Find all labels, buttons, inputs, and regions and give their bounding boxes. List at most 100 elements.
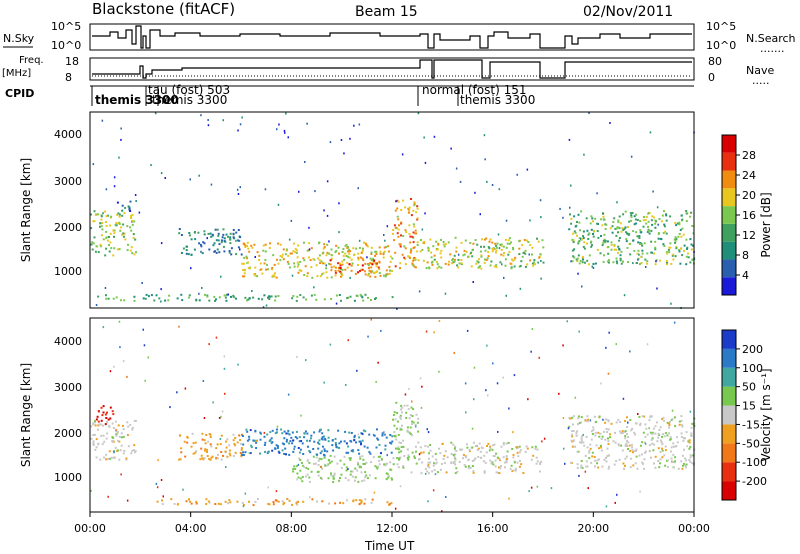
echo-cell (121, 204, 124, 207)
echo-cell (691, 462, 694, 465)
echo-cell (635, 449, 637, 452)
noise-cell (473, 398, 475, 401)
echo-cell (396, 463, 399, 466)
echo-cell (318, 254, 321, 257)
noise-cell (338, 202, 340, 205)
noise-cell (113, 365, 115, 368)
echo-cell (592, 220, 594, 223)
echo-cell (494, 465, 497, 468)
echo-cell (526, 263, 529, 266)
echo-cell (667, 459, 669, 462)
echo-cell (397, 235, 400, 238)
echo-cell (594, 465, 596, 468)
echo-cell (444, 450, 447, 453)
echo-cell (229, 454, 232, 457)
echo-cell (179, 434, 181, 437)
noise-cell (347, 339, 349, 342)
echo-cell (535, 462, 538, 465)
echo-cell (306, 249, 309, 252)
echo-cell (267, 451, 269, 454)
noise-cell (323, 381, 325, 384)
echo-cell (291, 442, 294, 445)
echo-cell (170, 498, 173, 501)
echo-cell (378, 268, 381, 271)
echo-cell (484, 461, 487, 464)
cpid-panel: CPID themis 3300 tau (fost) 503 themis 3… (5, 83, 694, 107)
echo-cell (455, 246, 458, 249)
echo-cell (322, 445, 324, 448)
echo-cell (347, 255, 350, 258)
noise-cell (425, 330, 428, 333)
echo-cell (93, 236, 96, 239)
echo-cell (628, 220, 631, 223)
echo-cell (225, 233, 228, 236)
echo-cell (306, 473, 309, 476)
echo-cell (675, 247, 678, 250)
echo-cell (123, 299, 126, 302)
echo-cell (110, 215, 113, 218)
echo-cell (192, 452, 195, 455)
echo-cell (443, 462, 446, 464)
echo-cell (361, 264, 364, 267)
echo-cell (377, 266, 380, 269)
echo-cell (474, 239, 477, 241)
echo-cell (461, 448, 464, 451)
echo-cell (116, 213, 119, 216)
echo-cell (309, 451, 312, 454)
echo-cell (597, 466, 600, 469)
echo-cell (608, 465, 611, 468)
echo-cell (207, 232, 210, 235)
echo-cell (315, 456, 318, 459)
noise-cell (433, 135, 436, 138)
echo-cell (319, 476, 322, 479)
noise-cell (508, 407, 510, 410)
echo-cell (264, 450, 266, 453)
echo-cell (344, 268, 347, 271)
power-ytick-3000: 3000 (54, 175, 82, 188)
echo-cell (577, 415, 580, 418)
echo-cell (125, 457, 128, 460)
echo-cell (520, 463, 523, 466)
echo-cell (222, 245, 225, 248)
echo-cell (462, 453, 465, 456)
echo-cell (105, 417, 108, 419)
echo-cell (534, 447, 537, 450)
echo-cell (586, 465, 589, 468)
echo-cell (634, 218, 637, 221)
echo-cell (419, 446, 422, 449)
nave-tick-bottom: 0 (708, 71, 715, 84)
echo-cell (670, 419, 673, 421)
echo-cell (296, 265, 299, 268)
echo-cell (477, 266, 480, 269)
echo-cell (195, 298, 198, 301)
echo-cell (677, 235, 680, 238)
noise-cell (202, 380, 205, 382)
echo-cell (133, 253, 136, 256)
echo-cell (277, 500, 280, 503)
noise-cell (588, 112, 590, 115)
echo-cell (339, 477, 341, 479)
echo-cell (321, 432, 324, 435)
power-colorbar (721, 134, 737, 296)
echo-cell (266, 268, 269, 271)
echo-cell (658, 462, 661, 465)
echo-cell (227, 502, 229, 505)
noise-cell (649, 131, 652, 134)
echo-cell (357, 252, 360, 255)
echo-cell (463, 464, 466, 467)
echo-cell (393, 431, 396, 433)
echo-cell (248, 435, 251, 438)
echo-cell (516, 446, 519, 449)
echo-cell (650, 240, 653, 243)
echo-cell (95, 446, 98, 449)
echo-cell (436, 248, 439, 251)
echo-cell (665, 251, 668, 254)
power-echoes (90, 112, 696, 310)
noise-cell (353, 124, 355, 127)
echo-cell (596, 459, 599, 462)
echo-cell (626, 246, 629, 249)
noise-cell (399, 485, 402, 488)
colorbar-tick: -100 (742, 456, 767, 469)
echo-cell (194, 238, 197, 241)
echo-cell (502, 456, 505, 459)
